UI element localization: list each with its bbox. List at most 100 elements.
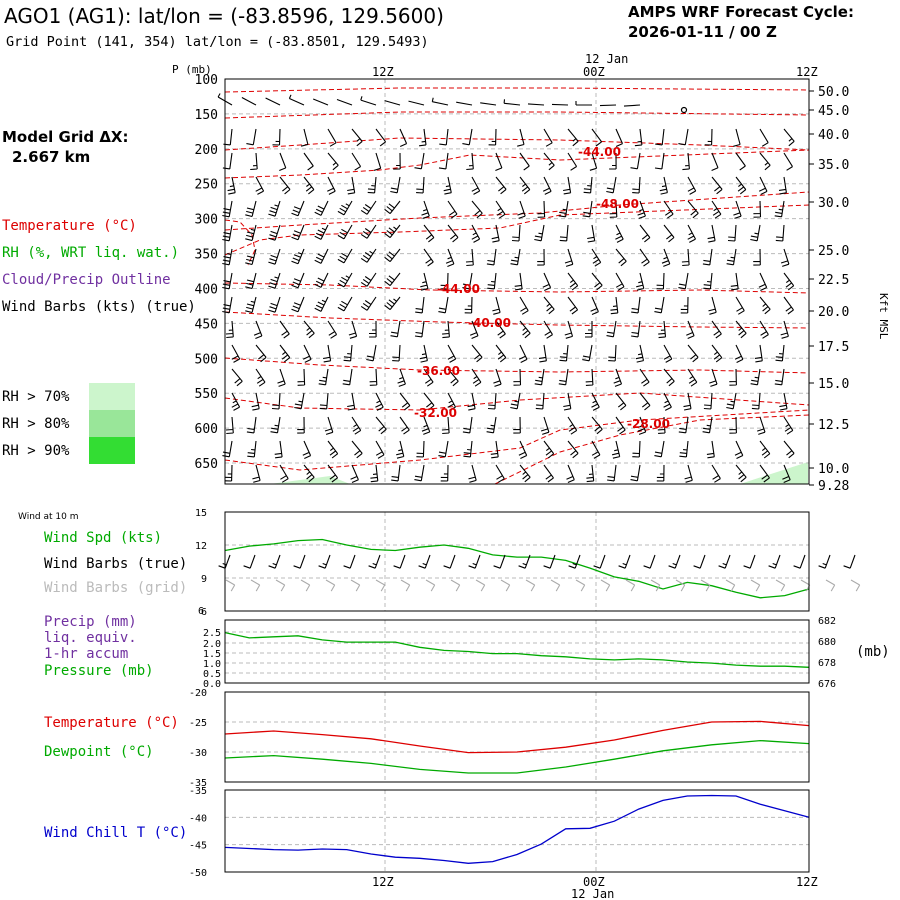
wind-barb xyxy=(540,416,550,435)
wind-barb xyxy=(294,392,305,410)
dewpoint-label: Dewpoint (°C) xyxy=(44,744,154,760)
wind-barb xyxy=(384,100,401,106)
wind-barb xyxy=(783,272,795,291)
isotherm-label: -36.00 xyxy=(417,364,460,378)
pressure-tick-label: 400 xyxy=(195,282,218,297)
wind-barb xyxy=(490,440,499,459)
wind-barb xyxy=(245,224,257,242)
wind-barb xyxy=(314,248,329,264)
wind-barb xyxy=(390,320,401,338)
wind-barb xyxy=(850,579,861,592)
temperature-panel-frame xyxy=(224,691,810,783)
wind-barb xyxy=(563,392,572,411)
pressure-tick-label: 300 xyxy=(195,213,218,228)
wind-barb xyxy=(575,579,586,592)
wind-barb xyxy=(558,368,569,386)
wind-barb xyxy=(391,464,401,482)
wind-barb xyxy=(268,554,281,569)
wind-barb xyxy=(303,464,315,483)
isotherm-contour xyxy=(224,409,810,471)
model-grid-value: 2.667 km xyxy=(12,148,90,166)
wind-barb xyxy=(231,344,241,363)
wind-barb xyxy=(635,344,645,363)
wind-barb xyxy=(613,368,623,387)
wind-speed-label: Wind Spd (kts) xyxy=(44,530,162,546)
wind-barb xyxy=(734,344,744,363)
wind-barb xyxy=(336,98,353,106)
isotherm-label: -32.00 xyxy=(414,406,457,420)
wind-barb xyxy=(615,248,627,267)
legend-cloud: Cloud/Precip Outline xyxy=(2,272,171,288)
isotherm-contour xyxy=(224,219,256,266)
wind-barb xyxy=(438,296,449,314)
wind-barb xyxy=(438,440,449,458)
wind-barb xyxy=(535,392,545,410)
wind-barb xyxy=(442,320,450,339)
wind-barb xyxy=(360,96,377,106)
wind-barb xyxy=(447,200,458,219)
wind-barb xyxy=(519,320,531,339)
wind-barb xyxy=(543,464,554,483)
wind-barb xyxy=(375,416,387,435)
wind-barb xyxy=(468,554,481,569)
wind-barb xyxy=(350,579,361,592)
wind-barb xyxy=(471,200,483,219)
wind-barb xyxy=(423,248,434,267)
station-title: AGO1 (AG1): lat/lon = (-83.8596, 129.560… xyxy=(4,4,444,28)
wind-barb xyxy=(416,176,425,194)
wind-barb xyxy=(726,248,737,266)
wind-barb xyxy=(414,152,425,170)
wind-barb xyxy=(591,440,601,459)
wind-barb xyxy=(250,579,261,592)
wind-barb xyxy=(564,248,574,267)
wind-barb xyxy=(759,320,769,339)
wind-barb xyxy=(493,554,506,569)
wind-barb xyxy=(268,296,281,313)
isotherm-label: -28.00 xyxy=(627,417,670,431)
wind-barb xyxy=(657,416,666,434)
legend-rh70: RH > 70% xyxy=(2,389,70,405)
value-tick-label: -50 xyxy=(189,868,207,879)
wind-barb xyxy=(543,320,553,339)
bottom-time-12z-a: 12Z xyxy=(372,875,394,889)
height-tick-label: 45.0 xyxy=(818,104,849,119)
wind-barb xyxy=(468,464,477,483)
wind-barb xyxy=(293,554,306,569)
wind-barb xyxy=(360,200,377,215)
wind-barb xyxy=(323,344,332,363)
cross-section-frame xyxy=(224,78,810,485)
wind-barb xyxy=(709,368,718,387)
wind-barb xyxy=(360,248,377,263)
wind-barb xyxy=(750,224,761,242)
value-tick-label: -45 xyxy=(189,841,207,852)
wind-barb xyxy=(464,296,473,314)
wind-barb xyxy=(730,272,739,291)
wind-barb xyxy=(414,464,425,482)
wind-barb xyxy=(246,128,257,146)
rh80-swatch xyxy=(89,410,135,437)
wind-barb xyxy=(631,296,641,314)
precip-tick-label: 0.5 xyxy=(203,669,221,680)
wind-barb xyxy=(704,128,713,146)
bottom-date-label: 12 Jan xyxy=(571,887,614,900)
wind-barb xyxy=(511,224,521,242)
wind-barb xyxy=(639,368,650,387)
wind-barb xyxy=(682,152,690,171)
wind-barb xyxy=(393,152,401,170)
wind-barb xyxy=(423,368,434,387)
value-tick-label: -35 xyxy=(189,786,207,797)
wind-barb xyxy=(758,176,768,195)
wind-barb xyxy=(419,128,427,147)
wind-barb xyxy=(241,97,257,106)
wind-barb xyxy=(337,224,353,240)
wind-barb xyxy=(517,128,525,147)
wind-barb xyxy=(297,368,306,386)
wind-chill-panel-frame xyxy=(224,789,810,873)
wind-barb xyxy=(415,296,425,314)
wind-barb xyxy=(567,440,579,459)
wind-barb xyxy=(288,94,305,106)
wind-barb xyxy=(440,272,449,290)
wind-barb xyxy=(351,440,363,459)
pressure-line xyxy=(224,631,810,668)
wind-barb xyxy=(550,579,561,592)
